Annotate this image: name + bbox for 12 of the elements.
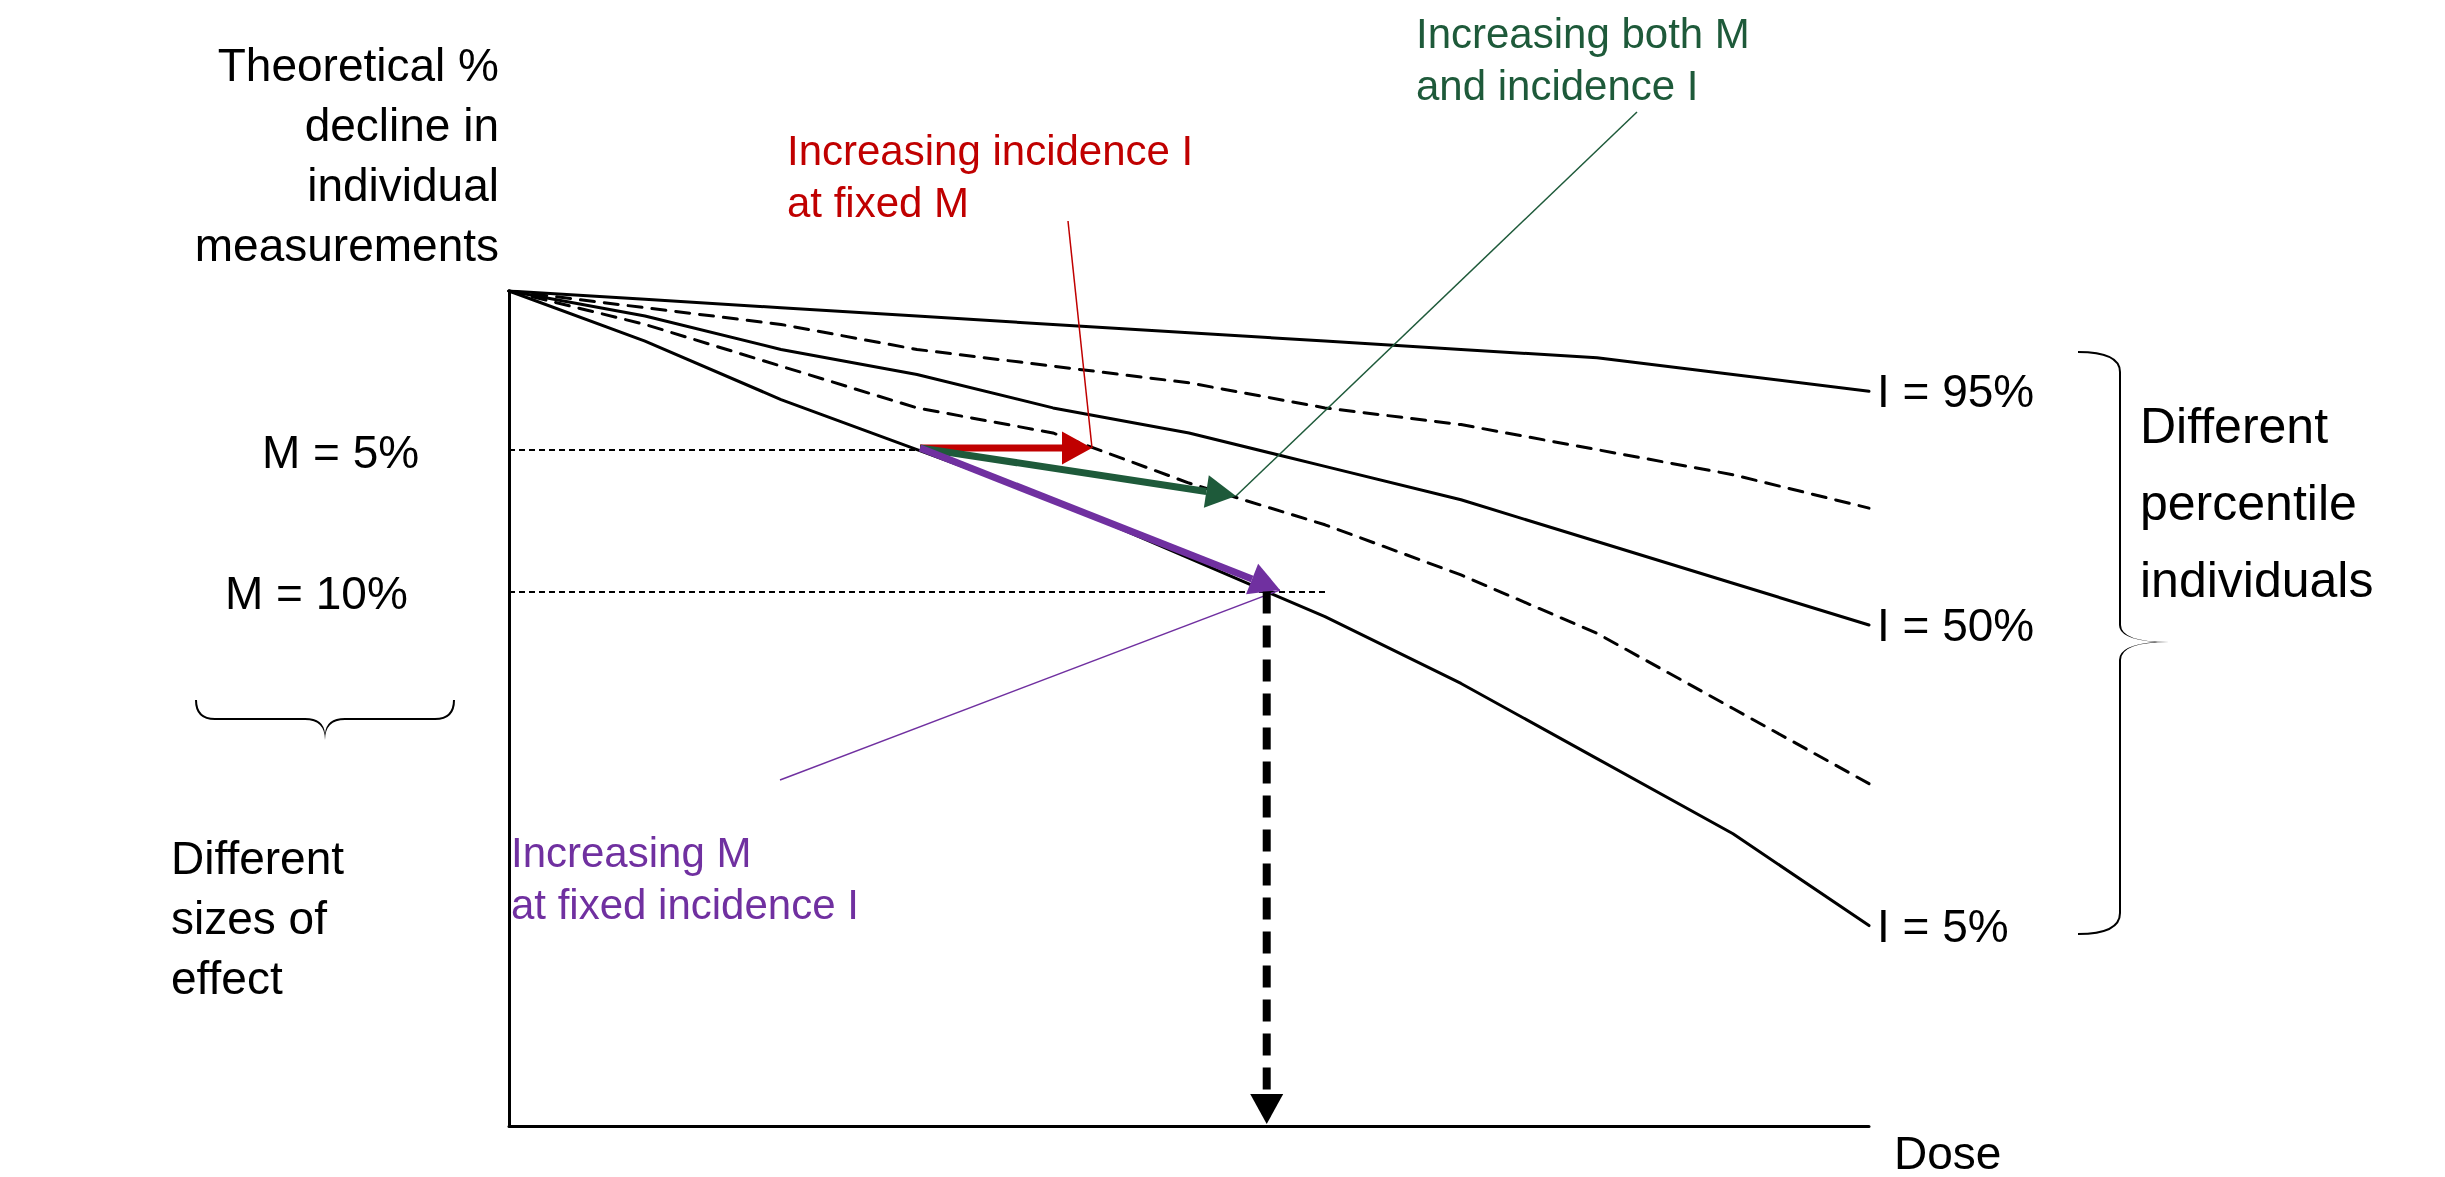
annotation: Increasing M at fixed incidence I: [511, 828, 859, 930]
text: M = 5%: [262, 425, 420, 480]
text: Different sizes of effect: [171, 831, 345, 1006]
series-label: I = 50%: [1877, 599, 2035, 651]
y-axis-title: Theoretical % decline in individual measurements: [193, 38, 499, 273]
series-label: I = 95%: [1877, 365, 2035, 418]
text: Increasing both M and incidence I: [1416, 9, 1750, 111]
x-axis-title: Dose: [1894, 1127, 2002, 1177]
text: Different percentile individuals: [2140, 397, 2374, 610]
text: M = 10%: [225, 566, 408, 621]
series-label: I = 5%: [1877, 899, 2009, 952]
text: Increasing incidence I at fixed M: [787, 126, 1194, 228]
